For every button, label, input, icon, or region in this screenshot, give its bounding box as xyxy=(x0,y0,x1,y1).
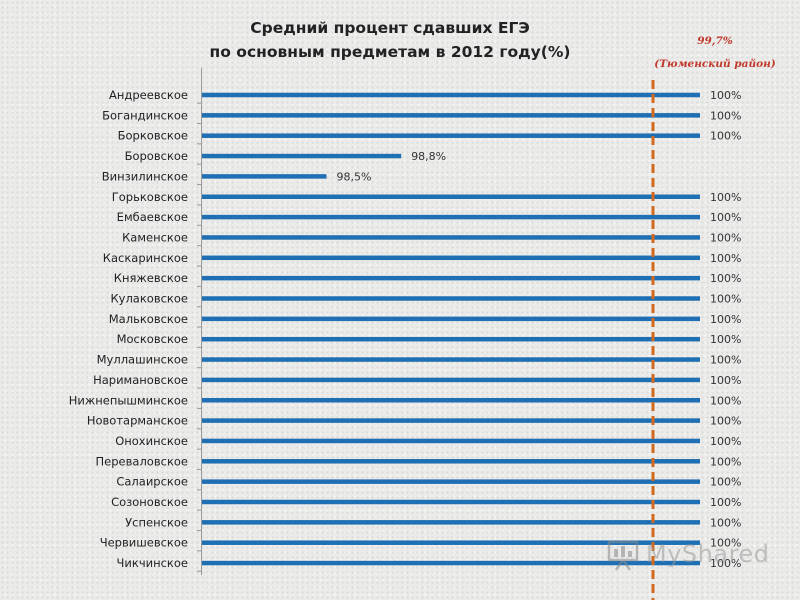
chart-title-line-2: по основным предметам в 2012 году(%) xyxy=(209,43,571,61)
category-label: Ембаевское xyxy=(117,210,188,224)
category-label: Винзилинское xyxy=(102,169,188,183)
category-label: Нижнепышминское xyxy=(69,393,188,407)
bar xyxy=(202,357,700,362)
data-label: 100% xyxy=(710,130,741,143)
bar xyxy=(202,418,700,423)
bar xyxy=(202,540,700,545)
data-label: 100% xyxy=(710,476,741,489)
category-label: Успенское xyxy=(125,515,188,529)
presentation-board-icon xyxy=(607,540,639,571)
watermark-text: MyShared xyxy=(646,540,770,568)
chart-title-line-1: Средний процент сдавших ЕГЭ xyxy=(250,19,530,37)
data-label: 100% xyxy=(710,211,741,224)
bar xyxy=(202,194,700,199)
bar xyxy=(202,275,700,281)
reference-sublabel: (Тюменский район) xyxy=(654,58,776,70)
data-label: 100% xyxy=(710,415,741,428)
data-label: 100% xyxy=(710,516,741,529)
bar xyxy=(202,113,700,118)
reference-value-label: 99,7% xyxy=(697,35,733,47)
data-label: 100% xyxy=(710,496,741,509)
data-label: 100% xyxy=(710,557,741,570)
data-label: 100% xyxy=(710,231,741,244)
category-label: Кулаковское xyxy=(110,292,188,306)
bar xyxy=(202,560,700,566)
data-label: 100% xyxy=(710,537,741,550)
bar xyxy=(202,459,700,464)
category-label: Каменское xyxy=(122,230,188,244)
category-label: Новотарманское xyxy=(87,414,188,428)
bar xyxy=(202,255,700,261)
category-label: Богандинское xyxy=(102,108,188,122)
category-label: Онохинское xyxy=(115,434,188,448)
category-label: Боровское xyxy=(125,149,188,163)
bar xyxy=(202,438,700,444)
bar xyxy=(202,133,700,138)
bar xyxy=(202,153,402,159)
bar xyxy=(202,92,700,98)
data-label: 100% xyxy=(710,89,741,102)
category-label: Княжевское xyxy=(114,271,188,285)
category-label: Мальковское xyxy=(109,312,188,326)
data-label: 98,5% xyxy=(337,170,372,183)
category-label: Каскаринское xyxy=(103,251,188,265)
data-label: 100% xyxy=(710,455,741,468)
data-label: 100% xyxy=(710,109,741,122)
category-label: Андреевское xyxy=(109,88,188,102)
category-label: Горьковское xyxy=(112,190,188,204)
bar xyxy=(202,214,700,220)
category-label: Чикчинское xyxy=(117,556,188,570)
bar xyxy=(202,316,700,322)
category-label: Наримановское xyxy=(93,373,188,387)
data-label: 100% xyxy=(710,354,741,367)
data-label: 98,8% xyxy=(411,150,446,163)
data-label: 100% xyxy=(710,252,741,265)
category-label: Перевaловское xyxy=(96,454,188,468)
bar xyxy=(202,235,700,240)
data-label: 100% xyxy=(710,191,741,204)
bar xyxy=(202,520,700,525)
data-label: 100% xyxy=(710,374,741,387)
bar xyxy=(202,398,700,403)
chart-title: Средний процент сдавших ЕГЭ по основным … xyxy=(150,16,630,64)
category-label: Салаирское xyxy=(116,475,188,489)
category-label: Муллашинское xyxy=(97,353,188,367)
bar xyxy=(202,377,700,383)
data-label: 100% xyxy=(710,293,741,306)
bar xyxy=(202,499,700,505)
category-label: Борковское xyxy=(118,129,188,143)
bar xyxy=(202,174,327,179)
bar xyxy=(202,296,700,301)
category-label: Червишевское xyxy=(100,536,188,550)
reference-note: 99,7% (Тюменский район) xyxy=(640,30,790,76)
category-label: Московское xyxy=(117,332,188,346)
data-label: 100% xyxy=(710,313,741,326)
data-label: 100% xyxy=(710,394,741,407)
bar xyxy=(202,479,700,484)
bar xyxy=(202,336,700,342)
watermark: MyShared xyxy=(606,536,776,572)
data-label: 100% xyxy=(710,435,741,448)
data-label: 100% xyxy=(710,272,741,285)
data-label: 100% xyxy=(710,333,741,346)
category-label: Созоновское xyxy=(111,495,188,509)
